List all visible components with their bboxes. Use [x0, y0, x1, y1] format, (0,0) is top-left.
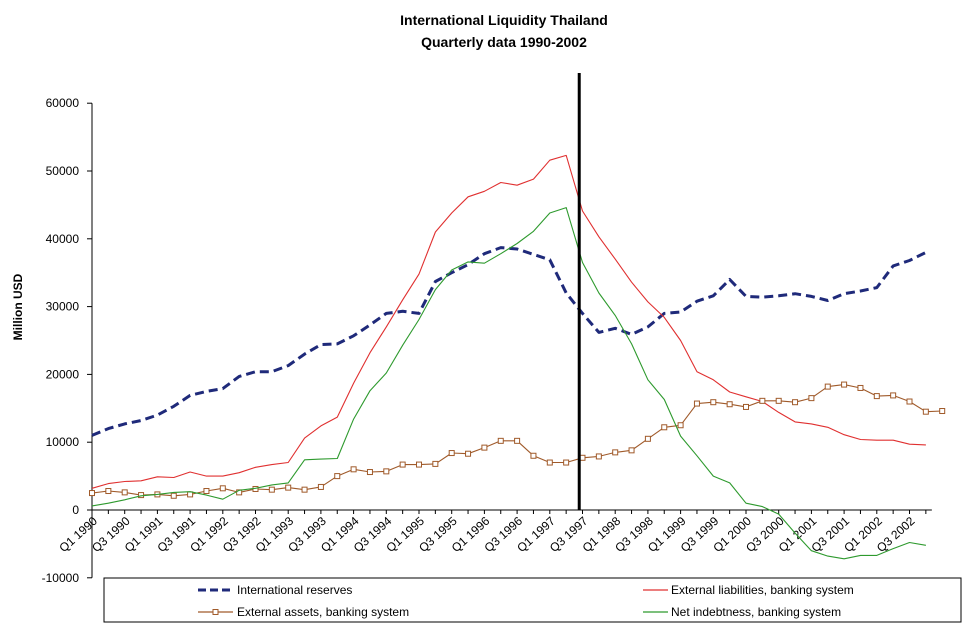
data-point-external-assets	[808, 395, 815, 402]
data-point-external-assets	[301, 486, 308, 493]
data-point-external-assets	[546, 459, 553, 466]
data-point-external-assets	[628, 447, 635, 454]
data-point-external-assets	[693, 400, 700, 407]
data-point-external-assets	[595, 453, 602, 460]
legend-box	[103, 577, 962, 623]
data-point-external-assets	[448, 450, 455, 457]
data-point-external-assets	[138, 492, 145, 499]
data-point-external-assets	[644, 435, 651, 442]
data-point-external-assets	[366, 469, 373, 476]
data-point-external-assets	[187, 491, 194, 498]
data-point-external-assets	[219, 485, 226, 492]
data-point-external-assets	[922, 408, 929, 415]
legend: International reserves External liabilit…	[103, 577, 962, 623]
y-axis-ticks: -10000 0 10000 20000 30000 40000 50000 60000	[42, 96, 92, 585]
legend-label-external-assets: External assets, banking system	[237, 605, 409, 619]
data-point-external-assets	[481, 444, 488, 451]
legend-label-international-reserves: International reserves	[237, 583, 352, 597]
series-line-1	[91, 154, 926, 489]
data-point-external-assets	[432, 460, 439, 467]
data-point-external-assets	[350, 466, 357, 473]
data-point-external-assets	[203, 488, 210, 495]
data-point-external-assets	[268, 486, 275, 493]
legend-item-external-liabilities: External liabilities, banking system	[643, 583, 854, 597]
legend-swatch-external-assets-marker	[212, 609, 219, 615]
data-point-external-assets	[726, 401, 733, 408]
data-point-external-assets	[170, 492, 177, 499]
data-point-external-assets	[710, 399, 717, 406]
chart-title: International Liquidity Thailand	[400, 12, 608, 28]
data-point-external-assets	[677, 422, 684, 429]
data-point-external-assets	[416, 461, 422, 468]
data-point-external-assets	[579, 454, 586, 461]
data-point-external-assets	[334, 473, 341, 480]
data-point-external-assets	[661, 424, 668, 431]
data-point-external-assets	[743, 403, 749, 410]
axes	[91, 103, 932, 578]
data-point-external-assets	[285, 484, 292, 491]
chart-subtitle: Quarterly data 1990-2002	[421, 34, 587, 50]
data-point-external-assets	[824, 383, 831, 390]
y-tick-label: 30000	[46, 300, 80, 314]
data-point-external-assets	[89, 490, 95, 497]
y-tick-label: 10000	[46, 435, 80, 449]
data-point-external-assets	[612, 449, 619, 456]
legend-item-net-indebtness: Net indebtness, banking system	[643, 605, 841, 619]
y-tick-label: 0	[72, 503, 79, 517]
data-point-external-assets	[465, 450, 472, 457]
y-axis-label: Million USD	[11, 273, 25, 340]
data-point-external-assets	[873, 393, 880, 400]
series-line-0	[91, 246, 927, 437]
data-point-external-assets	[399, 461, 406, 468]
y-tick-label: 40000	[46, 232, 80, 246]
data-point-external-assets	[841, 381, 848, 388]
legend-item-international-reserves: International reserves	[198, 583, 352, 597]
data-point-external-assets	[792, 399, 799, 406]
data-point-external-assets	[383, 468, 390, 475]
legend-item-external-assets: External assets, banking system	[198, 605, 409, 619]
series-group	[89, 154, 946, 560]
data-point-external-assets	[759, 397, 766, 404]
data-point-external-assets	[939, 408, 946, 415]
series-line-3	[91, 207, 926, 560]
data-point-external-assets	[890, 392, 897, 399]
data-point-external-assets	[514, 437, 521, 444]
legend-label-net-indebtness: Net indebtness, banking system	[671, 605, 841, 619]
data-point-external-assets	[563, 459, 570, 466]
data-point-external-assets	[857, 384, 864, 391]
data-point-external-assets	[906, 398, 913, 405]
data-point-external-assets	[317, 483, 324, 490]
y-tick-label: -10000	[42, 571, 80, 585]
data-point-external-assets	[121, 489, 128, 496]
legend-label-external-liabilities: External liabilities, banking system	[671, 583, 854, 597]
data-point-external-assets	[105, 488, 112, 495]
data-point-external-assets	[775, 397, 782, 404]
data-point-external-assets	[497, 437, 504, 444]
data-point-external-assets	[530, 452, 537, 459]
y-tick-label: 50000	[46, 164, 80, 178]
y-tick-label: 60000	[46, 96, 80, 110]
y-tick-label: 20000	[46, 367, 80, 381]
